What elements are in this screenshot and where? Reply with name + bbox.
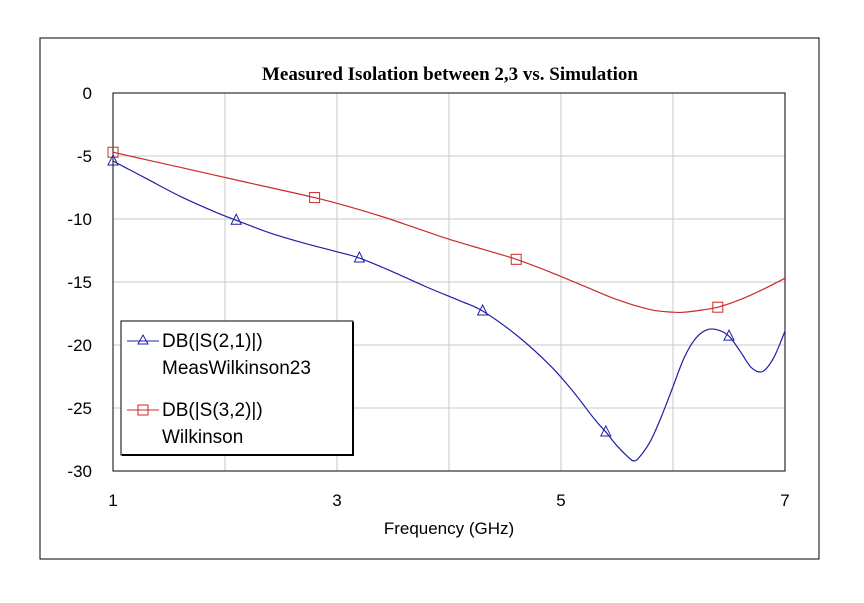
x-tick-label: 7 bbox=[780, 491, 789, 510]
legend-marker-square bbox=[137, 404, 149, 416]
legend-label-s21: DB(|S(2,1)|) bbox=[162, 331, 263, 352]
x-axis-ticks: 1 3 5 7 bbox=[108, 491, 789, 510]
data-point-marker bbox=[599, 424, 612, 437]
data-point-marker bbox=[309, 192, 321, 204]
legend-marker-triangle bbox=[137, 333, 149, 345]
x-tick-label: 1 bbox=[108, 491, 117, 510]
y-tick-label: -10 bbox=[67, 210, 92, 229]
legend: DB(|S(2,1)|) MeasWilkinson23 DB(|S(3,2)|… bbox=[120, 320, 354, 456]
data-point-marker bbox=[353, 250, 366, 263]
y-axis-ticks: 0 -5 -10 -15 -20 -25 -30 bbox=[67, 84, 92, 481]
legend-label-s32-source: Wilkinson bbox=[162, 427, 243, 448]
chart-title: Measured Isolation between 2,3 vs. Simul… bbox=[262, 64, 638, 85]
data-point-marker bbox=[107, 153, 119, 166]
legend-box bbox=[120, 320, 354, 456]
data-point-marker bbox=[230, 213, 243, 225]
series-layer bbox=[107, 146, 786, 462]
y-tick-label: -25 bbox=[67, 399, 92, 418]
legend-label-s21-source: MeasWilkinson23 bbox=[162, 358, 311, 379]
y-tick-label: -15 bbox=[67, 273, 92, 292]
x-axis-label: Frequency (GHz) bbox=[384, 519, 514, 538]
chart-frame bbox=[39, 37, 820, 560]
series-1 bbox=[107, 153, 786, 462]
data-point-marker bbox=[476, 303, 489, 316]
data-point-marker bbox=[510, 253, 522, 265]
x-tick-label: 3 bbox=[332, 491, 341, 510]
series-line bbox=[112, 160, 786, 462]
plot-area bbox=[112, 92, 786, 472]
y-tick-label: -5 bbox=[77, 147, 92, 166]
y-tick-label: -30 bbox=[67, 462, 92, 481]
series-2 bbox=[107, 146, 786, 314]
y-tick-label: -20 bbox=[67, 336, 92, 355]
y-tick-label: 0 bbox=[83, 84, 92, 103]
data-point-marker bbox=[107, 146, 119, 158]
data-point-marker bbox=[712, 301, 724, 313]
x-tick-label: 5 bbox=[556, 491, 565, 510]
data-point-marker bbox=[723, 329, 735, 341]
legend-label-s32: DB(|S(3,2)|) bbox=[162, 400, 263, 421]
series-line bbox=[112, 151, 786, 314]
